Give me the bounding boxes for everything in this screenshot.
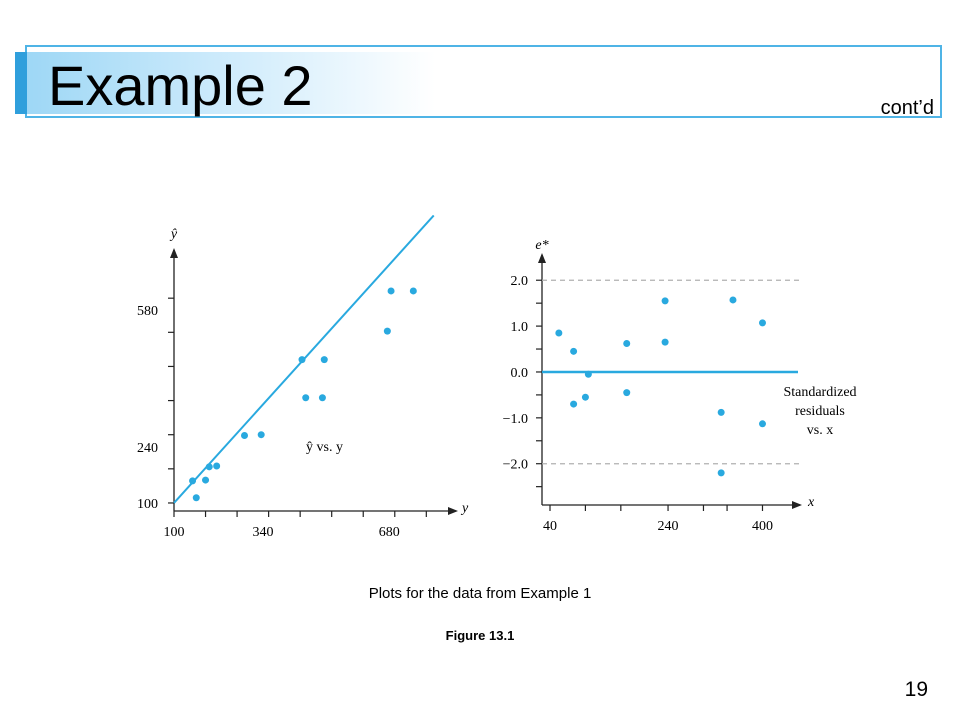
residual-data-point (729, 296, 737, 304)
residual-data-point (623, 389, 631, 397)
left-x-tick-label: 680 (379, 525, 400, 539)
left-x-axis-label: y (460, 501, 469, 516)
left-data-point (241, 432, 248, 440)
left-data-point (302, 394, 310, 402)
residual-data-point (570, 347, 578, 355)
right-y-tick-label: 0.0 (511, 366, 529, 381)
left-y-axis-label: ŷ (169, 227, 178, 242)
residual-data-point (623, 340, 631, 348)
right-annotation-line-2: residuals (795, 404, 845, 419)
left-data-point (320, 356, 328, 364)
residual-data-point (758, 420, 766, 428)
fitted-vs-observed-plot: ŷ y ŷ vs. y 100 340 680 100 240 580 (137, 214, 469, 540)
left-data-point (192, 494, 200, 502)
left-y-axis-arrow (170, 248, 178, 258)
right-y-tick-label: −2.0 (503, 458, 528, 473)
right-y-axis-label: e* (535, 238, 548, 253)
left-data-point (202, 476, 210, 484)
page-number: 19 (904, 678, 928, 701)
right-annotation-line-3: vs. x (807, 423, 833, 438)
left-data-point (213, 462, 221, 470)
left-x-axis-arrow (448, 507, 458, 515)
figure-label: Figure 13.1 (445, 628, 515, 643)
residual-data-point (758, 319, 766, 327)
right-y-tick-label: 2.0 (511, 274, 529, 289)
right-y-axis-arrow (538, 253, 546, 263)
left-data-point (383, 327, 391, 335)
residual-data-point (555, 329, 563, 337)
figure-caption: Plots for the data from Example 1 (368, 585, 592, 602)
residual-data-point (661, 297, 669, 305)
residual-data-point (717, 469, 725, 477)
left-x-tick-label: 100 (164, 525, 185, 539)
left-y-tick-label: 580 (137, 304, 158, 319)
left-data-point (318, 394, 326, 402)
right-x-axis-arrow (792, 501, 802, 509)
residual-data-point (661, 338, 669, 346)
right-x-tick-label: 40 (543, 519, 557, 534)
title-bar (15, 52, 435, 114)
left-y-tick-label: 240 (137, 441, 158, 456)
figure-panel: ŷ y ŷ vs. y 100 340 680 100 240 580 e* x 40 24… (88, 214, 872, 540)
left-data-point (189, 477, 197, 485)
left-data-point (257, 431, 265, 439)
right-x-tick-label: 400 (752, 519, 773, 534)
left-data-point (387, 287, 395, 295)
left-data-point (298, 356, 306, 364)
residual-data-point (584, 370, 592, 378)
slide-title: Example 2 (48, 54, 313, 117)
left-plot-annotation: ŷ vs. y (306, 440, 343, 455)
standardized-residuals-plot: e* x 40 240 400 −2.0 −1.0 0.0 1.0 2.0 Standardi… (503, 238, 857, 534)
left-data-point (409, 287, 417, 295)
figure-svg: ŷ y ŷ vs. y 100 340 680 100 240 580 e* x 40 24… (88, 214, 872, 540)
right-y-tick-label: −1.0 (503, 412, 528, 427)
residual-data-point (717, 408, 725, 416)
right-x-axis-label: x (807, 495, 815, 510)
left-y-tick-label: 100 (137, 497, 158, 512)
residual-data-point (570, 400, 578, 408)
left-data-point (205, 463, 213, 471)
right-y-tick-label: 1.0 (511, 320, 529, 335)
left-x-tick-label: 340 (253, 525, 274, 539)
right-x-tick-label: 240 (658, 519, 679, 534)
right-annotation-line-1: Standardized (783, 385, 856, 400)
continued-label: cont’d (880, 97, 934, 119)
residual-data-point (581, 393, 589, 401)
